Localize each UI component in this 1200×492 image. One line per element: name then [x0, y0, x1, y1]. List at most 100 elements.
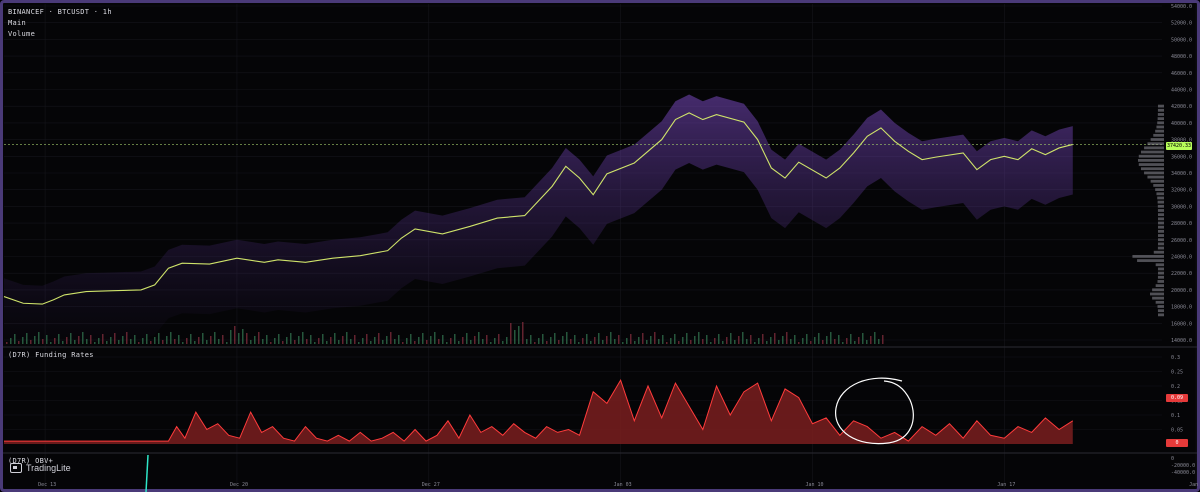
volume-bar — [782, 336, 784, 344]
volume-profile-bar — [1157, 108, 1164, 112]
volume-layer-label[interactable]: Volume — [8, 30, 36, 38]
volume-bar — [714, 338, 716, 344]
volume-bar — [218, 339, 220, 344]
volume-bar — [634, 341, 636, 344]
volume-bar — [406, 338, 408, 344]
price-tick-label: 34000.0 — [1171, 171, 1192, 177]
volume-bar — [618, 335, 620, 344]
volume-bar — [130, 339, 132, 344]
volume-bar — [90, 335, 92, 344]
volume-profile-bar — [1155, 284, 1164, 288]
volume-bar — [830, 332, 832, 344]
volume-profile-bar — [1155, 263, 1164, 267]
volume-bar — [118, 340, 120, 344]
volume-profile-bar — [1157, 242, 1164, 246]
volume-bar — [262, 339, 264, 344]
volume-bar — [466, 333, 468, 344]
volume-bar — [222, 335, 224, 344]
volume-profile-bar — [1153, 250, 1164, 254]
volume-bar — [178, 335, 180, 344]
volume-bar — [518, 326, 520, 344]
volume-profile-bar — [1157, 271, 1164, 275]
time-axis[interactable]: Dec 13 Dec 20 Dec 27 Jan 03 Jan 10 Jan 17 Jan … — [38, 482, 1200, 488]
volume-bar — [414, 341, 416, 344]
volume-bar — [574, 335, 576, 344]
price-tick-label: 52000.0 — [1171, 21, 1192, 27]
funding-zero-tag: 0 — [1166, 439, 1188, 447]
volume-bar — [202, 333, 204, 344]
volume-bar — [674, 334, 676, 344]
volume-bar — [486, 335, 488, 344]
volume-bar — [106, 341, 108, 344]
volume-bar — [358, 342, 360, 344]
volume-bar — [594, 337, 596, 344]
volume-bar — [342, 336, 344, 344]
volume-bar — [526, 339, 528, 344]
volume-bar — [350, 339, 352, 344]
volume-bar — [582, 338, 584, 344]
price-tick-label: 54000.0 — [1171, 4, 1192, 10]
volume-bar — [878, 339, 880, 344]
price-tick-label: 36000.0 — [1171, 154, 1192, 160]
price-axis[interactable]: 54000.0 52000.0 50000.0 48000.0 46000.0 44000… — [1171, 4, 1192, 344]
volume-bar — [510, 323, 512, 344]
volume-bar — [494, 338, 496, 344]
price-tick-label: 38000.0 — [1171, 138, 1192, 144]
volume-bar — [806, 334, 808, 344]
volume-bar — [418, 337, 420, 344]
volume-bar — [314, 342, 316, 344]
volume-bar — [422, 333, 424, 344]
volume-profile-bar — [1155, 188, 1164, 191]
price-tick-label: 40000.0 — [1171, 121, 1192, 127]
current-price-tag: 37420.33 — [1166, 142, 1192, 150]
volume-profile-bar — [1157, 280, 1164, 283]
volume-bar — [66, 337, 68, 344]
volume-bar — [610, 332, 612, 344]
volume-bar — [6, 342, 8, 344]
volume-bar — [834, 339, 836, 344]
volume-bar — [122, 336, 124, 344]
obv-tick-label: -40000.0 — [1171, 470, 1195, 476]
volume-bar — [34, 336, 36, 344]
volume-profile-bar — [1152, 288, 1164, 292]
symbol-title[interactable]: BINANCEF · BTCUSDT · 1h — [8, 8, 112, 16]
volume-bar — [194, 341, 196, 344]
funding-pane-grid — [4, 356, 1162, 430]
volume-bar — [126, 332, 128, 344]
hand-drawn-circle-annotation[interactable] — [835, 377, 914, 445]
chart-legend: BINANCEF · BTCUSDT · 1h Main Volume — [8, 7, 112, 40]
obv-line — [145, 454, 149, 492]
volume-bar — [650, 336, 652, 344]
volume-bar — [182, 342, 184, 344]
volume-profile-bar — [1132, 255, 1164, 258]
volume-bar — [22, 337, 24, 344]
price-tick-label: 28000.0 — [1171, 221, 1192, 227]
volume-bar — [186, 338, 188, 344]
volume-bar — [286, 337, 288, 344]
volume-bar — [250, 340, 252, 344]
volume-profile-bar — [1137, 259, 1164, 262]
volume-bar — [862, 333, 864, 344]
volume-bar — [238, 333, 240, 344]
volume-bar — [326, 341, 328, 344]
funding-rate-area — [4, 380, 1073, 444]
volume-bar — [506, 337, 508, 344]
funding-pane-label[interactable]: (D7R) Funding Rates — [8, 351, 94, 359]
volume-profile-bar — [1155, 300, 1164, 304]
volume-bar — [382, 340, 384, 344]
volume-profile-bar — [1138, 158, 1164, 162]
volume-bar — [562, 336, 564, 344]
main-layer-label[interactable]: Main — [8, 19, 27, 27]
price-tick-label: 18000.0 — [1171, 305, 1192, 311]
time-tick-label: Dec 27 — [422, 482, 440, 488]
obv-axis[interactable]: 0-20000.0-40000.0 — [1171, 456, 1195, 476]
volume-bar — [254, 336, 256, 344]
volume-bar — [750, 335, 752, 344]
volume-bar — [802, 338, 804, 344]
obv-pane-label[interactable]: (D7R) OBV+ — [8, 457, 54, 465]
volume-bar — [82, 332, 84, 344]
volume-bar — [818, 333, 820, 344]
volume-profile-bar — [1147, 142, 1164, 146]
volume-bar — [258, 332, 260, 344]
